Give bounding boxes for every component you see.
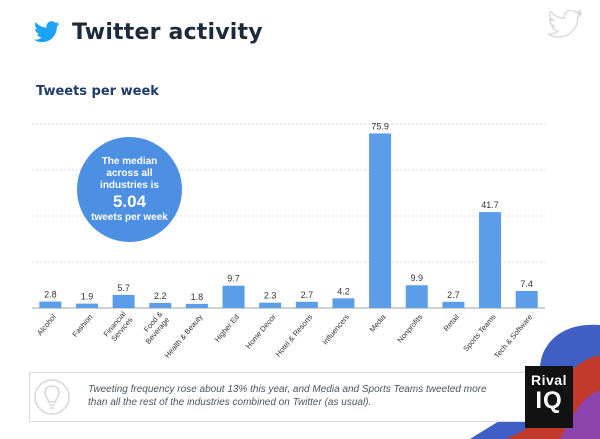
bar [185,303,208,308]
twitter-bird-watermark-icon [548,10,582,38]
value-label: 2.8 [44,290,57,300]
callout-line2: across all [106,167,153,179]
value-label: 2.7 [447,290,460,300]
value-label: 9.7 [227,274,240,284]
bar [295,301,318,308]
chart-value-labels: 2.8 1.9 5.7 2.2 1.8 9.7 2.3 2.7 4.2 75.9 9.9 2.7 41.… [44,121,533,301]
value-label: 9.9 [410,273,423,283]
bar [332,298,355,308]
chart-title: Tweets per week [36,84,159,99]
value-label: 2.7 [301,290,314,300]
rival-iq-logo: Rival IQ [525,366,573,428]
bar [75,303,98,308]
bar [222,285,245,308]
callout-line4: tweets per week [91,211,168,223]
bar [149,302,172,308]
value-label: 7.4 [520,279,533,289]
chart-bars [39,133,538,308]
value-label: 41.7 [481,200,499,210]
header: Twitter activity [34,14,263,50]
callout-line1: The median [101,155,158,167]
bar [479,212,502,308]
bar [39,301,62,308]
median-callout: The median across all industries is 5.04… [77,137,182,242]
bar-chart: 2.8 1.9 5.7 2.2 1.8 9.7 2.3 2.7 4.2 75.9 9.9 2.7 41.… [32,121,545,360]
logo-line2: IQ [535,387,563,414]
logo-line1: Rival [531,372,567,388]
bar [259,302,282,308]
lightbulb-icon [34,379,70,415]
callout-value: 5.04 [112,191,147,211]
page-title: Twitter activity [72,19,263,45]
bar [442,301,465,308]
value-label: 75.9 [371,121,389,131]
value-label: 2.2 [154,291,167,301]
footer-note-text: Tweeting frequency rose about 13% this y… [88,384,487,408]
value-label: 4.2 [337,286,350,296]
value-label: 1.8 [191,292,204,302]
bar [515,290,538,308]
value-label: 1.9 [81,292,94,302]
bar [405,285,428,308]
value-label: 2.3 [264,291,277,301]
bar [112,294,135,308]
bar [369,133,392,308]
value-label: 5.7 [117,283,130,293]
twitter-bird-icon [34,21,60,43]
callout-line3: industries is [100,179,159,191]
